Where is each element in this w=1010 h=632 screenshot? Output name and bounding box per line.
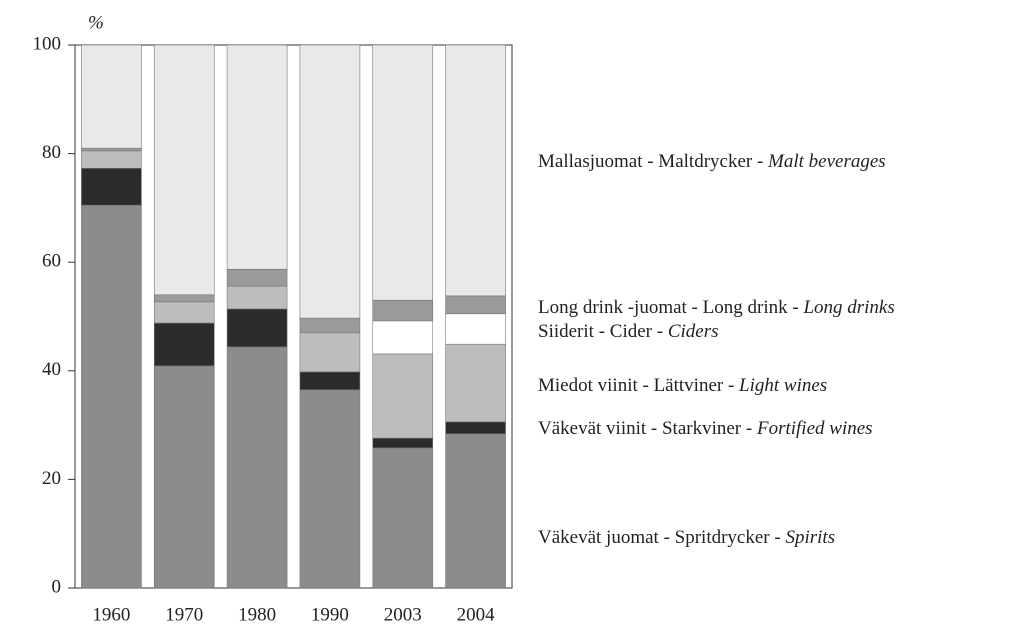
bar-segment [372,44,434,301]
bar-segment [81,147,142,152]
y-tick-label: 40 [42,359,61,380]
bar-segment [226,308,288,348]
bar-segment [299,44,361,319]
bar-segment [372,320,434,355]
x-tick-label: 2004 [457,604,496,625]
legend-text: Väkevät juomat - Spritdrycker - [538,527,785,548]
plot-frame [74,44,513,589]
bar-segment [226,346,288,589]
bar-segment [445,44,506,297]
bar-segment [445,313,506,345]
legend-text-italic: Malt beverages [767,151,886,172]
y-tick-label: 100 [33,33,62,54]
bar-segment [153,365,215,589]
legend-text-italic: Fortified wines [756,418,873,439]
bar-segment [81,204,142,589]
legend-label: Mallasjuomat - Maltdrycker - Malt bevera… [538,151,886,172]
bar-segment [226,268,288,287]
y-axis-label: % [88,12,104,33]
bar-segment [299,317,361,334]
bar-segment [81,150,142,169]
legend-text-italic: Ciders [668,321,719,342]
x-tick-label: 1980 [238,604,276,625]
y-tick-label: 20 [42,468,61,489]
bar-segment [372,299,434,322]
bar-segment [153,322,215,367]
bar-segment [153,44,215,296]
bar-segment [226,285,288,310]
legend-label: Siiderit - Cider - Ciders [538,321,719,342]
y-tick-label: 60 [42,251,61,272]
bar-segment [81,167,142,206]
bar-segment [153,301,215,324]
legend-text-italic: Spirits [785,527,835,548]
bar-segment [445,421,506,435]
legend-text: Väkevät viinit - Starkviner - [538,418,757,439]
x-tick-label: 1990 [311,604,349,625]
bar-segment [226,44,288,270]
x-tick-label: 2003 [384,604,422,625]
legend-text-italic: Light wines [738,375,827,396]
bar-segment [445,343,506,423]
bar-segment [372,353,434,439]
legend-text: Miedot viinit - Lättviner - [538,375,739,396]
bar-segment [81,44,142,149]
bar-segment [445,295,506,315]
bar-segment [299,332,361,373]
legend-label: Väkevät juomat - Spritdrycker - Spirits [538,527,835,548]
bar-segment [445,433,506,589]
y-tick-label: 0 [52,576,62,597]
x-tick-label: 1970 [165,604,203,625]
legend-label: Väkevät viinit - Starkviner - Fortified … [538,418,873,439]
legend-label: Long drink -juomat - Long drink - Long d… [538,297,895,318]
legend-text: Long drink -juomat - Long drink - [538,297,803,318]
legend-text: Mallasjuomat - Maltdrycker - [538,151,768,172]
legend-label: Miedot viinit - Lättviner - Light wines [538,375,827,396]
y-tick-label: 80 [42,142,61,163]
bar-segment [299,389,361,589]
bar-segment [153,294,215,303]
legend-text: Siiderit - Cider - [538,321,668,342]
bar-segment [299,371,361,391]
bar-segment [372,447,434,589]
legend-text-italic: Long drinks [802,297,894,318]
bar-segment [372,437,434,449]
x-tick-label: 1960 [92,604,130,625]
